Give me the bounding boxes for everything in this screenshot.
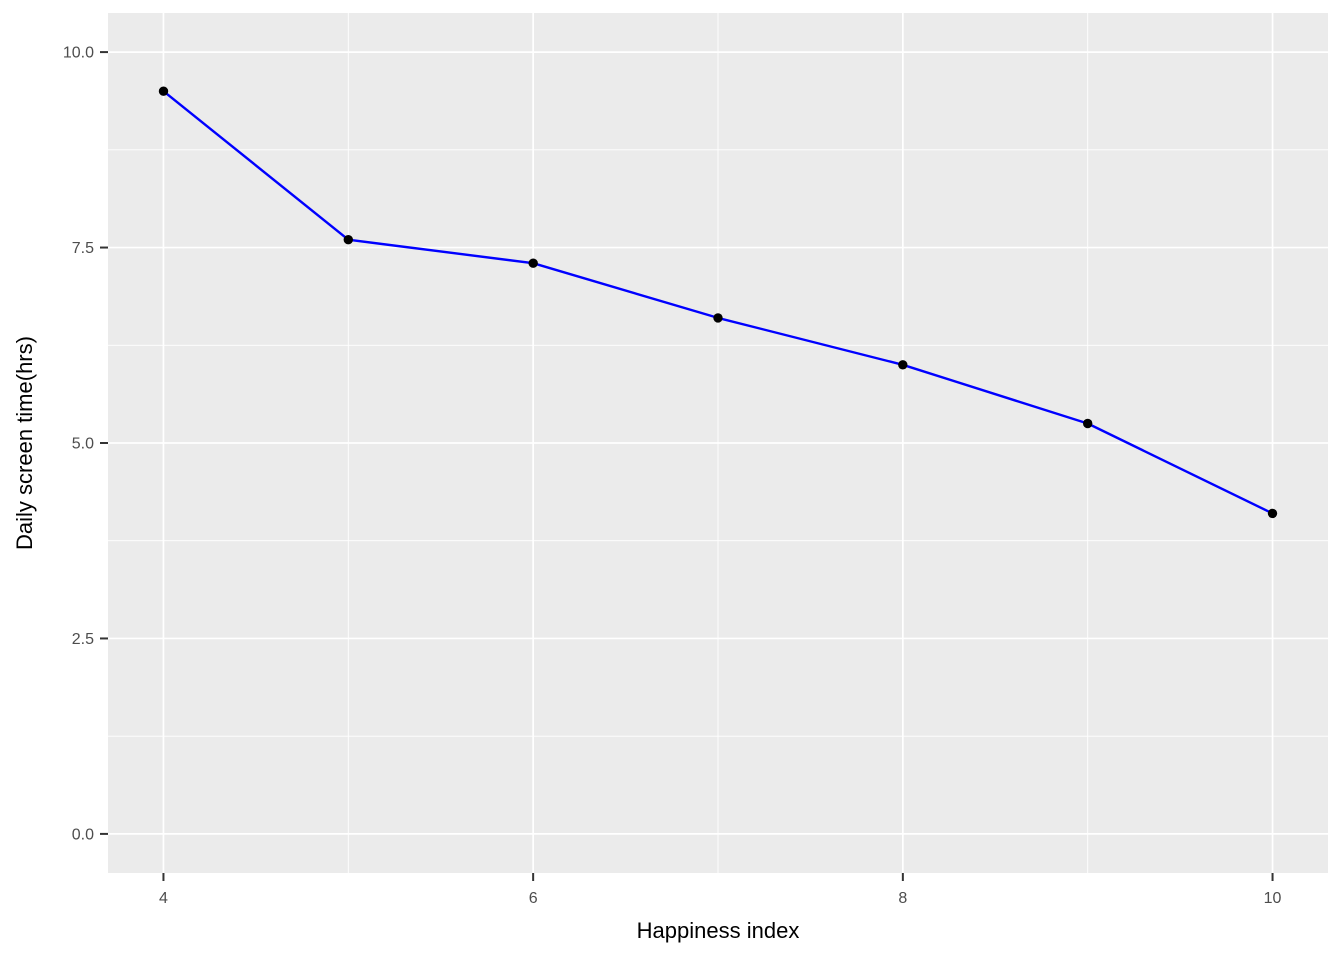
data-point: [898, 360, 908, 370]
y-tick-label: 7.5: [72, 240, 94, 257]
data-point: [1267, 508, 1278, 519]
x-tick-label: 10: [1264, 890, 1282, 907]
y-tick-label: 10.0: [63, 45, 94, 62]
grid-major-lines: [108, 13, 1328, 873]
data-point: [713, 313, 723, 323]
y-axis-title: Daily screen time(hrs): [12, 336, 37, 550]
data-series-layer: [158, 86, 1278, 519]
x-axis-title: Happiness index: [637, 918, 800, 943]
data-point: [528, 258, 538, 268]
x-tick-label: 8: [898, 890, 907, 907]
y-tick-label: 2.5: [72, 631, 94, 648]
x-tick-label: 6: [529, 890, 538, 907]
x-tick-label: 4: [159, 890, 168, 907]
data-point: [343, 235, 353, 245]
axis-tick-labels: 4 6 8 10 0.0 2.5 5.0 7.5 10.0: [63, 45, 1282, 907]
y-tick-label: 5.0: [72, 436, 94, 453]
y-tick-label: 0.0: [72, 826, 94, 843]
axis-tick-marks: [100, 51, 1274, 881]
data-point: [158, 86, 169, 96]
data-point: [1083, 418, 1093, 429]
